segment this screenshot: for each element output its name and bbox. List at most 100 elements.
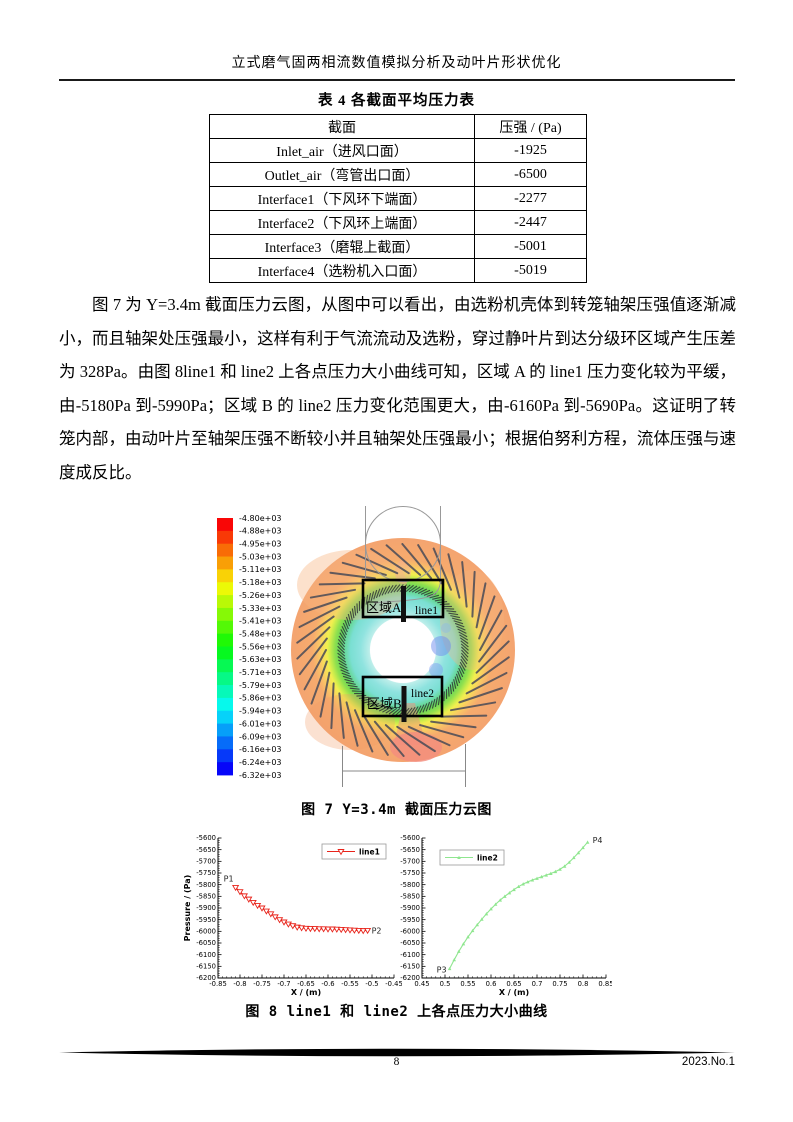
svg-text:-5.41e+03: -5.41e+03 <box>239 617 282 626</box>
table-row: Interface1（下风环下端面） -2277 <box>209 186 587 211</box>
svg-text:-0.85: -0.85 <box>209 980 227 988</box>
svg-text:-0.6: -0.6 <box>321 980 334 988</box>
svg-text:-5.94e+03: -5.94e+03 <box>239 707 282 716</box>
svg-text:-6.16e+03: -6.16e+03 <box>239 745 282 754</box>
footer-page-number: 8 <box>393 1056 400 1068</box>
pipe-circle <box>365 506 441 582</box>
contour-patch <box>305 694 395 750</box>
svg-text:-5.56e+03: -5.56e+03 <box>239 642 282 651</box>
contour-blue-patch <box>441 623 451 633</box>
svg-text:P3: P3 <box>437 966 447 975</box>
svg-text:Pressure / (Pa): Pressure / (Pa) <box>183 875 192 942</box>
footer-issue: 2023.No.1 <box>681 1056 735 1068</box>
svg-text:-6200: -6200 <box>196 974 216 982</box>
svg-text:-5.79e+03: -5.79e+03 <box>239 681 282 690</box>
svg-text:-5.26e+03: -5.26e+03 <box>239 591 282 600</box>
svg-text:-5700: -5700 <box>400 858 420 866</box>
region-a-label: 区域A <box>366 600 402 615</box>
svg-text:-5650: -5650 <box>400 846 420 854</box>
contour-figure: -4.80e+03 -4.88e+03 -4.95e+03 -5.03e+03 -5.1… <box>217 506 515 787</box>
svg-text:-5800: -5800 <box>400 881 420 889</box>
svg-text:-4.88e+03: -4.88e+03 <box>239 527 282 536</box>
svg-text:-6000: -6000 <box>400 928 420 936</box>
line1-label: line1 <box>415 605 438 617</box>
cell-pressure: -2447 <box>474 210 587 235</box>
svg-text:-4.95e+03: -4.95e+03 <box>239 540 282 549</box>
svg-text:-6.01e+03: -6.01e+03 <box>239 719 282 728</box>
svg-text:-5900: -5900 <box>196 904 216 912</box>
svg-text:-5600: -5600 <box>400 834 420 842</box>
header-rule <box>59 79 735 81</box>
svg-text:-5800: -5800 <box>196 881 216 889</box>
contour-blue-patch <box>431 636 451 656</box>
svg-text:line2: line2 <box>477 853 498 862</box>
table-row: Outlet_air（弯管出口面） -6500 <box>209 162 587 187</box>
svg-text:-5950: -5950 <box>400 916 420 924</box>
svg-text:-6.32e+03: -6.32e+03 <box>239 771 282 780</box>
svg-text:-5750: -5750 <box>196 869 216 877</box>
line2-sampling-bar <box>401 686 407 722</box>
svg-text:-5600: -5600 <box>196 834 216 842</box>
svg-text:X / (m): X / (m) <box>499 988 529 997</box>
figure7-caption: 图 7 Y=3.4m 截面压力云图 <box>301 802 492 818</box>
footer-rule <box>59 1048 735 1057</box>
cell-pressure: -6500 <box>474 162 587 187</box>
contour-patch <box>440 570 504 670</box>
body-paragraph: 图 7 为 Y=3.4m 截面压力云图，从图中可以看出，由选粉机壳体到转笼轴架压… <box>59 295 736 482</box>
svg-text:-0.7: -0.7 <box>277 980 290 988</box>
contour-blue-patch <box>429 663 443 677</box>
pressure-table-body: Inlet_air（进风口面） -1925 Outlet_air（弯管出口面） -65… <box>209 138 587 283</box>
table-row: Interface2（下风环上端面） -2447 <box>209 210 587 235</box>
svg-text:-0.5: -0.5 <box>365 980 378 988</box>
svg-text:0.5: 0.5 <box>440 980 451 988</box>
svg-text:0.45: 0.45 <box>414 980 429 988</box>
line1-sampling-bar <box>401 586 406 622</box>
svg-text:0.7: 0.7 <box>532 980 543 988</box>
cell-section: Interface4（选粉机入口面） <box>209 258 475 283</box>
cell-section: Inlet_air（进风口面） <box>209 138 475 163</box>
svg-text:-5.11e+03: -5.11e+03 <box>239 565 282 574</box>
svg-text:-5850: -5850 <box>196 893 216 901</box>
region-b-label: 区域B <box>367 696 402 711</box>
svg-text:0.75: 0.75 <box>552 980 567 988</box>
svg-text:-5.63e+03: -5.63e+03 <box>239 655 282 664</box>
svg-text:-5.33e+03: -5.33e+03 <box>239 604 282 613</box>
svg-text:-6200: -6200 <box>400 974 420 982</box>
svg-text:P1: P1 <box>224 874 234 883</box>
line1-chart: -0.85 -0.8 -0.75 -0.7 -0.65 -0.6 -0.55 -0.5 -0.4… <box>183 834 402 997</box>
table-header-row: 截面 压强 / (Pa) <box>209 114 587 139</box>
svg-text:-0.75: -0.75 <box>253 980 271 988</box>
cell-section: Interface1（下风环下端面） <box>209 186 475 211</box>
figure8-caption: 图 8 line1 和 line2 上各点压力大小曲线 <box>245 1004 548 1020</box>
svg-text:-5.71e+03: -5.71e+03 <box>239 668 282 677</box>
cell-pressure: -5019 <box>474 258 587 283</box>
svg-text:-6100: -6100 <box>196 951 216 959</box>
svg-text:-0.65: -0.65 <box>297 980 315 988</box>
svg-text:0.65: 0.65 <box>506 980 521 988</box>
svg-text:-5700: -5700 <box>196 858 216 866</box>
svg-text:-5950: -5950 <box>196 916 216 924</box>
cell-pressure: -1925 <box>474 138 587 163</box>
cell-section: Outlet_air（弯管出口面） <box>209 162 475 187</box>
svg-text:-0.8: -0.8 <box>233 980 246 988</box>
svg-text:-5.03e+03: -5.03e+03 <box>239 552 282 561</box>
rotor-hatch-ring <box>337 584 469 716</box>
svg-text:-6050: -6050 <box>400 939 420 947</box>
svg-text:line1: line1 <box>359 847 380 856</box>
pipe-curve <box>373 580 441 604</box>
line2-chart: 0.45 0.5 0.55 0.6 0.65 0.7 0.75 0.8 0.85 -5600 -56… <box>400 834 612 997</box>
cell-pressure: -5001 <box>474 234 587 259</box>
svg-text:0.8: 0.8 <box>578 980 589 988</box>
svg-text:P4: P4 <box>593 836 603 845</box>
cell-pressure: -2277 <box>474 186 587 211</box>
svg-text:-5.18e+03: -5.18e+03 <box>239 578 282 587</box>
svg-text:0.85: 0.85 <box>598 980 612 988</box>
svg-text:-6000: -6000 <box>196 928 216 936</box>
svg-text:P2: P2 <box>372 926 382 935</box>
table-header-section: 截面 <box>209 114 475 139</box>
svg-text:-5650: -5650 <box>196 846 216 854</box>
svg-text:-6150: -6150 <box>400 963 420 971</box>
pressure-table: 截面 压强 / (Pa) Inlet_air（进风口面） -1925 Outlet_… <box>209 114 587 283</box>
svg-text:-0.55: -0.55 <box>341 980 359 988</box>
